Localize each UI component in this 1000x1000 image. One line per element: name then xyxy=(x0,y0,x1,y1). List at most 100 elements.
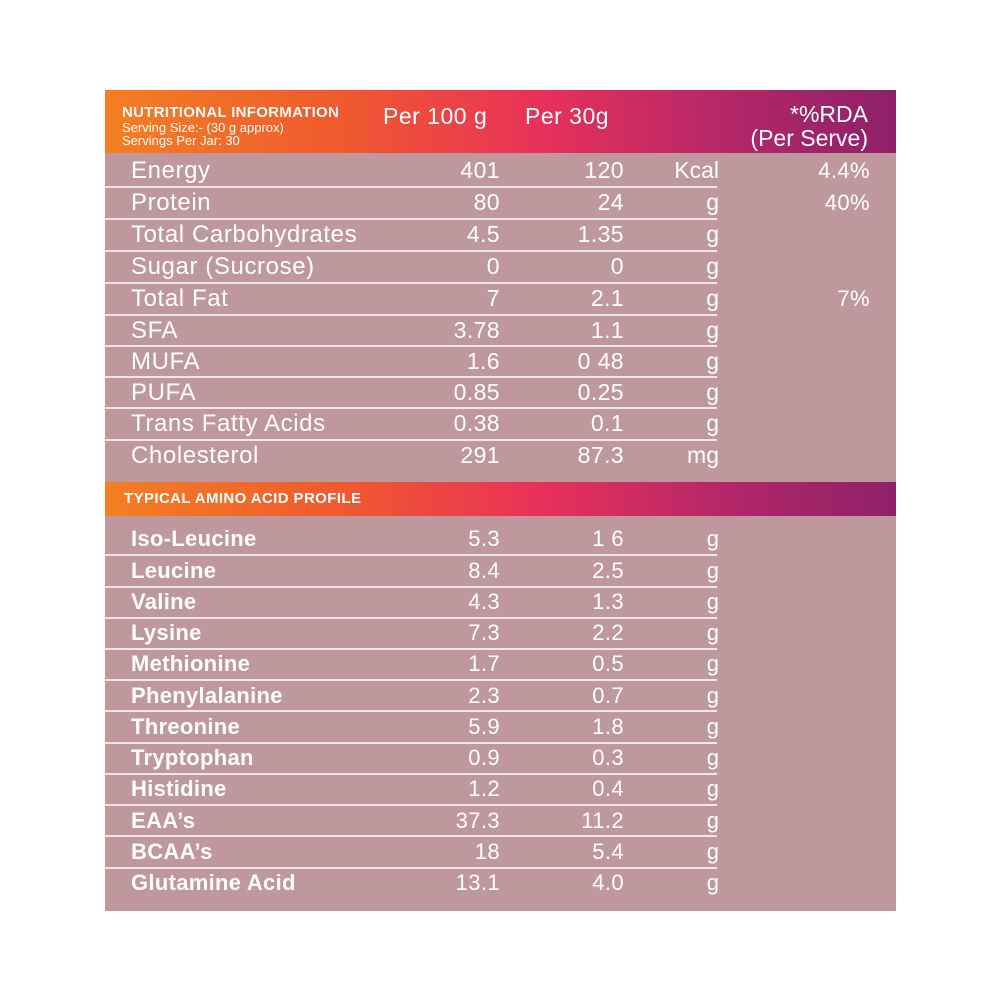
nutrition-panel: NUTRITIONAL INFORMATION Serving Size:- (… xyxy=(105,90,896,911)
amino-row: Histidine 1.2 0.4 g xyxy=(105,773,896,804)
nutrient-rda: 7% xyxy=(837,286,870,311)
amino-unit: g xyxy=(706,589,719,614)
nutrient-rda: 40% xyxy=(824,190,870,215)
amino-row: BCAA’s 18 5.4 g xyxy=(105,836,896,867)
amino-unit: g xyxy=(706,870,719,895)
row-divider xyxy=(105,710,717,712)
amino-row: Phenylalanine 2.3 0.7 g xyxy=(105,680,896,711)
amino-per-100g: 13.1 xyxy=(455,870,500,895)
nutrient-per-30g: 0.1 xyxy=(590,410,624,436)
rda-per-serve-label: (Per Serve) xyxy=(750,125,868,151)
amino-name: Glutamine Acid xyxy=(131,870,296,895)
nutrient-unit: g xyxy=(706,253,719,279)
nutrition-row: Trans Fatty Acids 0.38 0.1 g xyxy=(105,408,896,439)
nutrition-title: NUTRITIONAL INFORMATION xyxy=(122,104,340,121)
nutrient-unit: mg xyxy=(687,442,719,468)
nutrient-per-30g: 1.1 xyxy=(590,317,624,343)
amino-per-100g: 37.3 xyxy=(455,808,500,833)
row-divider xyxy=(105,773,717,775)
amino-row: Threonine 5.9 1.8 g xyxy=(105,711,896,742)
amino-row: Lysine 7.3 2.2 g xyxy=(105,617,896,648)
amino-name: BCAA’s xyxy=(131,839,213,864)
amino-row: Iso-Leucine 5.3 1 6 g xyxy=(105,523,896,554)
nutrient-per-30g: 87.3 xyxy=(577,442,624,468)
amino-per-30g: 2.2 xyxy=(592,620,624,645)
column-header-rda: *%RDA (Per Serve) xyxy=(750,102,868,150)
row-divider xyxy=(105,218,717,220)
amino-per-100g: 5.3 xyxy=(468,526,500,551)
nutrient-name: PUFA xyxy=(131,379,197,406)
nutrient-unit: g xyxy=(706,285,719,311)
amino-per-30g: 0.3 xyxy=(592,745,624,770)
column-header-per-100g: Per 100 g xyxy=(383,103,488,129)
amino-per-30g: 1 6 xyxy=(592,526,624,551)
row-divider xyxy=(105,186,717,188)
nutrient-per-100g: 0.85 xyxy=(453,379,500,405)
amino-per-30g: 0.7 xyxy=(592,683,624,708)
amino-name: Histidine xyxy=(131,776,227,801)
amino-unit: g xyxy=(706,745,719,770)
amino-per-100g: 18 xyxy=(474,839,500,864)
nutrient-per-30g: 0 48 xyxy=(577,348,624,374)
amino-per-30g: 4.0 xyxy=(592,870,624,895)
amino-per-100g: 8.4 xyxy=(468,558,500,583)
amino-row: Glutamine Acid 13.1 4.0 g xyxy=(105,867,896,898)
nutrient-name: MUFA xyxy=(131,348,201,375)
row-divider xyxy=(105,282,717,284)
row-divider xyxy=(105,679,717,681)
amino-per-30g: 5.4 xyxy=(592,839,624,864)
amino-name: EAA’s xyxy=(131,808,196,833)
nutrient-name: Total Fat xyxy=(131,285,229,312)
row-divider xyxy=(105,439,717,441)
amino-name: Methionine xyxy=(131,651,251,676)
nutrient-per-30g: 0 xyxy=(610,253,624,279)
amino-unit: g xyxy=(706,683,719,708)
amino-section-title: TYPICAL AMINO ACID PROFILE xyxy=(124,490,362,507)
amino-unit: g xyxy=(706,651,719,676)
amino-name: Valine xyxy=(131,589,197,614)
nutrient-unit: g xyxy=(706,317,719,343)
nutrient-unit: g xyxy=(706,379,719,405)
amino-row: EAA’s 37.3 11.2 g xyxy=(105,805,896,836)
nutrient-per-100g: 4.5 xyxy=(466,221,500,247)
column-header-per-30g: Per 30g xyxy=(525,103,610,129)
amino-per-30g: 11.2 xyxy=(581,808,624,833)
nutrient-per-100g: 1.6 xyxy=(466,348,500,374)
row-divider xyxy=(105,407,717,409)
amino-per-100g: 0.9 xyxy=(468,745,500,770)
row-divider xyxy=(105,250,717,252)
amino-unit: g xyxy=(706,558,719,583)
nutrient-name: Total Carbohydrates xyxy=(131,221,358,248)
row-divider xyxy=(105,867,717,869)
nutrient-name: Protein xyxy=(131,189,212,216)
nutrition-header: NUTRITIONAL INFORMATION Serving Size:- (… xyxy=(105,90,896,153)
amino-unit: g xyxy=(706,526,719,551)
amino-per-30g: 2.5 xyxy=(592,558,624,583)
amino-name: Phenylalanine xyxy=(131,683,283,708)
nutrition-row: Sugar (Sucrose) 0 0 g xyxy=(105,251,896,282)
row-divider xyxy=(105,617,717,619)
nutrient-per-30g: 1.35 xyxy=(577,221,624,247)
nutrient-per-100g: 7 xyxy=(486,285,500,311)
amino-unit: g xyxy=(706,808,719,833)
amino-row: Methionine 1.7 0.5 g xyxy=(105,648,896,679)
nutrition-row: Total Fat 7 2.1 g 7% xyxy=(105,283,896,314)
nutrient-per-100g: 291 xyxy=(460,442,500,468)
amino-per-100g: 1.2 xyxy=(468,776,500,801)
amino-name: Iso-Leucine xyxy=(131,526,257,551)
nutrient-unit: g xyxy=(706,410,719,436)
serving-size: Serving Size:- (30 g approx) xyxy=(122,120,284,135)
amino-per-30g: 0.5 xyxy=(592,651,624,676)
row-divider xyxy=(105,554,717,556)
nutrient-name: SFA xyxy=(131,317,179,344)
nutrition-row: SFA 3.78 1.1 g xyxy=(105,315,896,346)
amino-name: Threonine xyxy=(131,714,241,739)
amino-name: Leucine xyxy=(131,558,217,583)
nutrition-row: Total Carbohydrates 4.5 1.35 g xyxy=(105,219,896,250)
row-divider xyxy=(105,835,717,837)
amino-name: Lysine xyxy=(131,620,202,645)
nutrient-name: Trans Fatty Acids xyxy=(131,410,326,437)
nutrient-unit: g xyxy=(706,348,719,374)
amino-row: Valine 4.3 1.3 g xyxy=(105,586,896,617)
row-divider xyxy=(105,314,717,316)
